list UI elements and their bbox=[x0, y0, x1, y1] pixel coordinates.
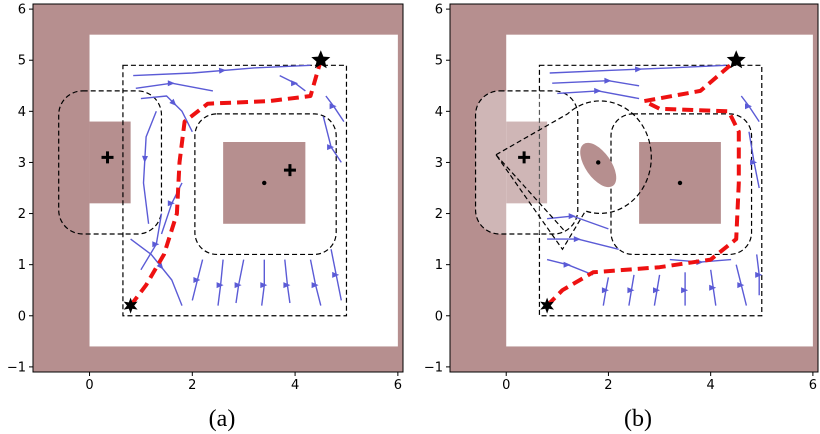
y-tick-label-7: 6 bbox=[435, 3, 443, 18]
stream-arrow-6 bbox=[573, 236, 581, 243]
stream-arrow-0 bbox=[634, 66, 643, 73]
y-tick-label-5: 4 bbox=[18, 105, 26, 120]
stream-arrow-4 bbox=[327, 144, 335, 151]
workspace-boundary bbox=[122, 64, 348, 317]
y-tick-label-4: 3 bbox=[435, 156, 443, 171]
safety-region-center bbox=[194, 113, 337, 256]
axes-frame bbox=[449, 3, 819, 373]
safety-region-left bbox=[474, 90, 579, 235]
panel-b: 0 2 4 6 −1 0 1 2 3 4 5 6 (b) bbox=[424, 3, 819, 432]
start-marker-icon bbox=[540, 297, 554, 314]
y-tick-label-5: 4 bbox=[435, 105, 443, 120]
safety-region-cone bbox=[495, 100, 652, 251]
stream-arrow-1 bbox=[604, 77, 612, 84]
stream-arrow-13 bbox=[737, 282, 745, 289]
stream-arrow-8 bbox=[193, 277, 201, 283]
y-tick-label-0: −1 bbox=[7, 360, 26, 375]
panel-caption: (b) bbox=[624, 406, 652, 432]
center-dot-0 bbox=[596, 160, 601, 165]
goal-star-icon bbox=[311, 50, 331, 69]
center-dot-0 bbox=[262, 180, 267, 186]
stream-arrow-4 bbox=[750, 159, 758, 166]
stream-arrow-14 bbox=[332, 271, 340, 278]
y-tick-label-6: 5 bbox=[435, 54, 443, 69]
stream-arrow-2 bbox=[594, 87, 602, 94]
obstacle-1 bbox=[89, 121, 131, 204]
x-tick-label-0: 0 bbox=[85, 378, 93, 393]
y-tick-label-1: 0 bbox=[435, 309, 443, 324]
stream-arrow-5 bbox=[568, 213, 576, 220]
y-tick-label-6: 5 bbox=[18, 54, 26, 69]
planned-path bbox=[129, 59, 323, 307]
streamlines bbox=[546, 64, 763, 306]
stream-arrow-7 bbox=[152, 241, 160, 248]
stream-arrow-13 bbox=[311, 282, 319, 289]
center-dot-1 bbox=[677, 180, 683, 186]
y-tick-label-2: 1 bbox=[435, 258, 443, 273]
stream-arrow-2 bbox=[169, 98, 177, 106]
axes-frame bbox=[32, 3, 404, 373]
y-tick-label-0: −1 bbox=[424, 360, 443, 375]
stream-arrow-11 bbox=[260, 282, 268, 289]
stream-arrow-1 bbox=[167, 80, 175, 87]
stream-arrow-10 bbox=[234, 282, 242, 289]
ellipse-obstacle bbox=[580, 142, 617, 188]
stream-arrow-3 bbox=[329, 103, 337, 110]
panel-a: 0 2 4 6 −1 0 1 2 3 4 5 6 (a) bbox=[7, 3, 404, 432]
plot-area bbox=[450, 4, 818, 372]
safety-region-left bbox=[58, 90, 163, 235]
obstacle-1 bbox=[506, 121, 548, 204]
target-cross-1 bbox=[283, 164, 296, 177]
stream-arrow-16 bbox=[167, 200, 175, 207]
stream-arrow-10 bbox=[653, 287, 660, 294]
stream-arrow-7 bbox=[563, 261, 571, 268]
x-tick-label-1: 2 bbox=[188, 378, 196, 393]
stream-arrow-3 bbox=[745, 103, 752, 110]
stream-arrow-11 bbox=[681, 287, 689, 294]
y-tick-label-2: 1 bbox=[18, 258, 26, 273]
y-tick-label-7: 6 bbox=[18, 3, 26, 18]
planned-path bbox=[545, 58, 741, 308]
target-cross-0 bbox=[518, 151, 531, 164]
x-tick-label-3: 6 bbox=[394, 378, 402, 393]
stream-arrow-0 bbox=[218, 67, 227, 74]
x-tick-label-0: 0 bbox=[502, 378, 510, 393]
workspace-boundary bbox=[538, 64, 763, 317]
y-tick-label-3: 2 bbox=[435, 207, 443, 222]
x-tick-label-3: 6 bbox=[809, 378, 817, 393]
stream-arrow-9 bbox=[627, 287, 635, 294]
target-cross-0 bbox=[101, 151, 114, 164]
streamlines bbox=[130, 64, 345, 306]
y-tick-label-1: 0 bbox=[18, 309, 26, 324]
start-marker-icon bbox=[123, 297, 138, 314]
stream-arrow-12 bbox=[283, 282, 291, 289]
stream-arrow-9 bbox=[216, 282, 224, 289]
cone-edge bbox=[495, 154, 566, 232]
x-tick-label-2: 4 bbox=[707, 378, 715, 393]
stream-arrow-14 bbox=[755, 271, 763, 278]
x-tick-label-1: 2 bbox=[604, 378, 612, 393]
x-tick-label-2: 4 bbox=[291, 378, 299, 393]
goal-star-icon bbox=[726, 50, 746, 69]
stream-arrow-6 bbox=[156, 262, 164, 270]
plot-area bbox=[33, 4, 403, 372]
stream-arrow-15 bbox=[291, 80, 299, 87]
y-tick-label-4: 3 bbox=[18, 156, 26, 171]
stream-arrow-8 bbox=[601, 287, 609, 294]
y-tick-label-3: 2 bbox=[18, 207, 26, 222]
panel-caption: (a) bbox=[209, 406, 236, 432]
stream-arrow-12 bbox=[709, 284, 717, 291]
stream-arrow-5 bbox=[142, 155, 149, 163]
